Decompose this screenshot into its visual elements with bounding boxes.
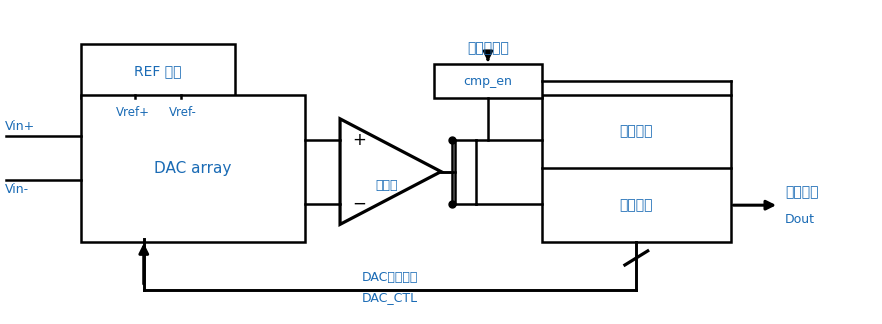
Text: Vin+: Vin+ (4, 121, 35, 133)
Text: 时钟逻辑: 时钟逻辑 (619, 125, 653, 139)
Bar (542, 95, 730, 242)
Text: Vin-: Vin- (4, 183, 29, 196)
Text: 数据逻辑: 数据逻辑 (619, 198, 653, 212)
Text: −: − (353, 195, 366, 213)
Text: +: + (353, 131, 366, 149)
Text: REF 电路: REF 电路 (134, 64, 182, 78)
Text: DAC控制信号: DAC控制信号 (362, 271, 418, 284)
Text: Vref-: Vref- (168, 106, 197, 119)
Text: Dout: Dout (785, 213, 815, 226)
Text: cmp_en: cmp_en (464, 75, 512, 88)
Text: DAC array: DAC array (154, 161, 232, 176)
Text: 数据输出: 数据输出 (785, 185, 818, 199)
Text: DAC_CTL: DAC_CTL (362, 291, 418, 305)
Bar (81, 44, 235, 98)
Text: 比较器: 比较器 (375, 179, 398, 192)
Text: Vref+: Vref+ (116, 106, 150, 119)
Bar (81, 95, 305, 242)
Bar (434, 64, 542, 98)
Text: 比较器时钟: 比较器时钟 (467, 41, 509, 55)
